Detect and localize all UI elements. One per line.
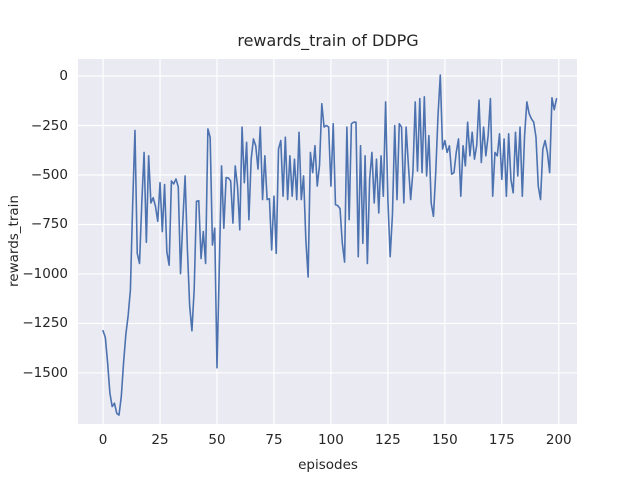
x-tick-label: 50 [208,432,226,448]
reward-line [102,74,558,416]
chart-title: rewards_train of DDPG [237,31,419,50]
x-tick-label: 175 [488,432,515,448]
y-tick-label: 0 [59,68,68,85]
x-tick-label: 0 [98,432,108,448]
x-tick-label: 150 [431,432,458,448]
y-tick-label: −500 [30,166,68,183]
x-tick-label: 25 [151,432,169,448]
y-tick-label: −1000 [22,265,68,282]
y-axis-label: rewards_train [6,195,22,287]
x-tick-label: 100 [318,432,344,448]
y-tick-label: −250 [30,117,68,134]
chart-svg [78,59,577,424]
y-tick-label: −1250 [22,315,68,332]
x-axis-label: episodes [298,457,358,473]
y-tick-label: −750 [30,216,68,233]
x-tick-label: 200 [545,432,572,448]
x-tick-label: 125 [374,432,401,448]
x-tick-label: 75 [265,432,283,448]
gridlines [78,59,577,424]
y-tick-label: −1500 [22,364,68,381]
reward-line-group [102,74,558,416]
plot-area [78,59,577,424]
